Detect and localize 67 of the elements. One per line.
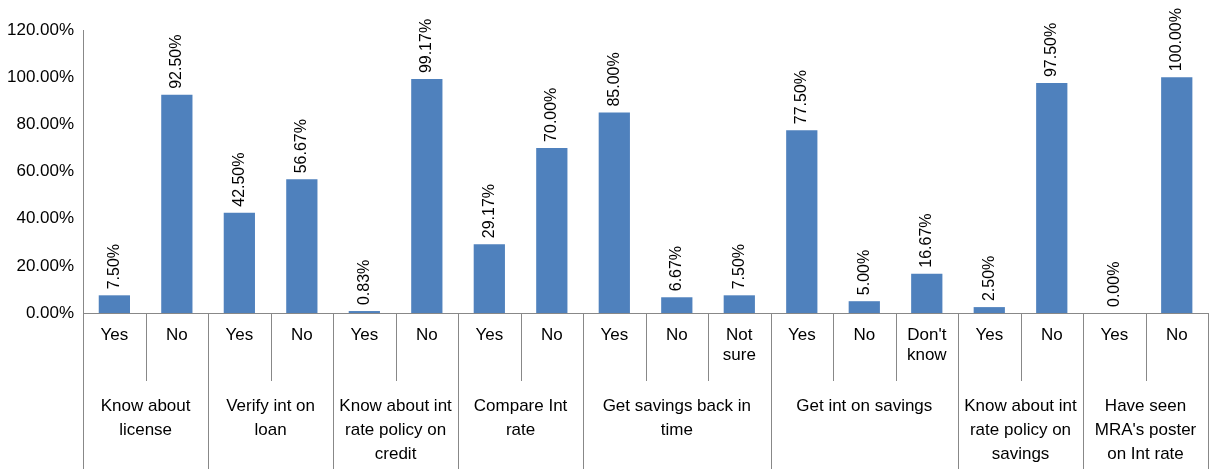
x-tick-label: No <box>853 324 876 344</box>
y-tick-label: 80.00% <box>16 114 75 134</box>
data-label: 7.50% <box>104 243 122 290</box>
text: Know about int rate policy on savings <box>964 396 1078 464</box>
bar <box>98 295 130 313</box>
bar <box>723 295 755 313</box>
data-label: 0.83% <box>354 259 372 306</box>
data-label: 5.00% <box>854 249 872 296</box>
text: Compare Int rate <box>473 396 568 440</box>
y-tick-label: 0.00% <box>25 302 75 322</box>
bar <box>1161 77 1193 313</box>
y-tick-label: 20.00% <box>16 255 75 275</box>
data-label: 29.17% <box>479 183 497 239</box>
data-label: 56.67% <box>292 119 310 174</box>
text: Get int on savings <box>796 396 933 416</box>
x-tick-label: Yes <box>350 324 379 344</box>
bar <box>911 273 943 313</box>
data-label: 7.50% <box>729 243 747 290</box>
data-label: 6.67% <box>667 245 685 292</box>
data-label: 97.50% <box>1042 22 1060 78</box>
x-tick-label: No <box>665 324 688 344</box>
data-label: 2.50% <box>979 255 997 302</box>
bar <box>848 301 880 313</box>
text: Get savings back in time <box>602 396 751 440</box>
y-tick-label: 40.00% <box>16 208 75 228</box>
x-tick-label: Yes <box>787 324 816 344</box>
data-label: 16.67% <box>917 213 935 268</box>
bar <box>661 297 693 313</box>
bar <box>536 147 568 313</box>
data-label: 70.00% <box>542 87 560 142</box>
bar <box>161 94 193 313</box>
x-tick-label: No <box>415 324 438 344</box>
x-tick-label: No <box>1165 324 1188 344</box>
data-label: 100.00% <box>1167 7 1185 72</box>
y-tick-label: 120.00% <box>6 19 75 39</box>
x-tick-label: No <box>1040 324 1063 344</box>
bar <box>598 112 630 313</box>
x-tick-label: Yes <box>600 324 629 344</box>
x-tick-label: Yes <box>475 324 504 344</box>
y-tick-label: 100.00% <box>6 66 75 86</box>
x-tick-label: Yes <box>975 324 1004 344</box>
x-tick-label: Yes <box>1100 324 1129 344</box>
bar <box>411 79 443 313</box>
text: Know about license <box>100 396 191 440</box>
x-tick-label: Yes <box>100 324 129 344</box>
bar <box>286 179 318 313</box>
bar <box>223 212 255 313</box>
x-tick-label: Don't know <box>906 324 948 365</box>
text: Have seen MRA's poster on Int rate <box>1094 396 1197 464</box>
data-label: 42.50% <box>229 152 247 207</box>
x-tick-label: Yes <box>225 324 254 344</box>
data-label: 92.50% <box>167 34 185 89</box>
text: Verify int on loan <box>226 396 316 440</box>
x-tick-label: No <box>540 324 563 344</box>
bar <box>473 244 505 313</box>
x-tick-label: No <box>290 324 313 344</box>
text: Know about int rate policy on credit <box>339 396 453 464</box>
x-tick-label: No <box>165 324 188 344</box>
data-label: 85.00% <box>604 52 622 107</box>
data-label: 77.50% <box>792 69 810 125</box>
y-tick-label: 60.00% <box>16 161 75 181</box>
data-label: 0.00% <box>1104 261 1122 307</box>
data-label: 99.17% <box>417 18 435 74</box>
bar <box>1036 83 1068 313</box>
bar <box>786 130 818 313</box>
bar <box>973 307 1005 313</box>
x-tick-label: Not sure <box>722 324 756 365</box>
